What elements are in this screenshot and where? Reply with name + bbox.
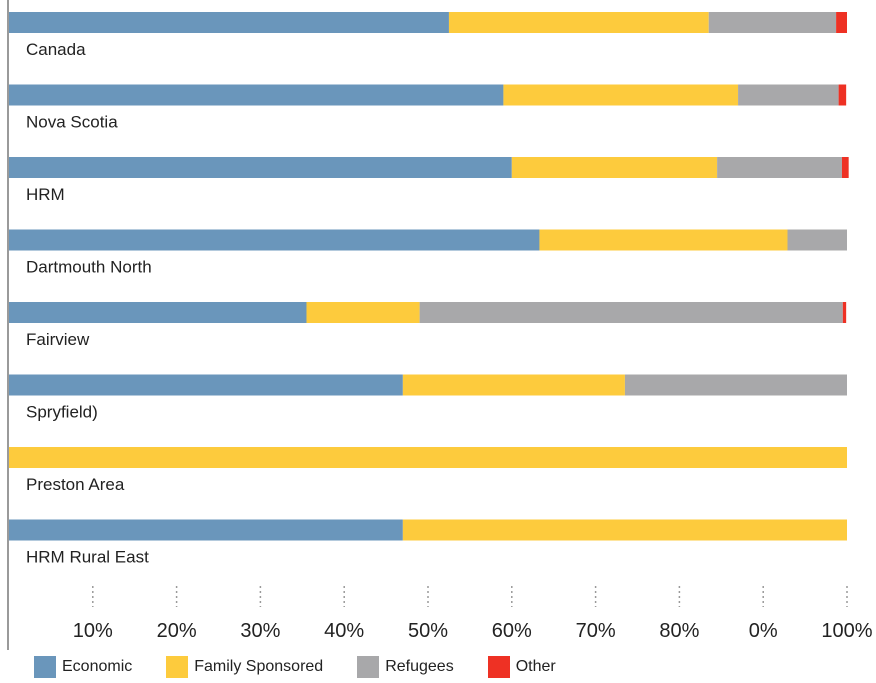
legend-item-refugees: Refugees	[357, 656, 454, 678]
bar-dartmouth-north-family-sponsored	[539, 229, 788, 251]
bar-dartmouth-north-refugees	[787, 229, 847, 251]
bar-hrm-family-sponsored	[511, 157, 718, 178]
legend-item-family-sponsored: Family Sponsored	[166, 656, 323, 678]
x-tick-label: 0%	[749, 620, 778, 642]
bar-canada-economic	[9, 12, 449, 33]
legend-swatch-economic	[34, 656, 56, 678]
legend-label-refugees: Refugees	[385, 658, 454, 675]
legend-item-other: Other	[487, 656, 556, 678]
x-tick-label: 30%	[240, 620, 280, 642]
x-tick-label: 70%	[576, 620, 616, 642]
bar-spryfield-refugees	[624, 374, 847, 396]
bar-fairview-refugees	[419, 302, 843, 323]
bar-nova-scotia-refugees	[738, 84, 839, 106]
bar-hrm-other	[841, 157, 849, 178]
legend-swatch-refugees	[357, 656, 380, 678]
category-label-canada: Canada	[26, 40, 86, 59]
x-axis-ticks-group: 10% 20% 30% 40% 50% 60% 70% 80% 0% 100%	[73, 586, 873, 642]
bar-dartmouth-north-economic	[9, 229, 540, 251]
category-labels-group: Canada Nova Scotia HRM Dartmouth North Fairv…	[26, 40, 152, 567]
x-tick-label: 60%	[492, 620, 532, 642]
bar-fairview-other	[842, 302, 847, 323]
x-tick-label: 10%	[73, 620, 113, 642]
legend-label-economic: Economic	[62, 658, 133, 675]
bar-spryfield-family-sponsored	[402, 374, 625, 396]
bar-nova-scotia-economic	[9, 84, 504, 106]
category-label-preston-area: Preston Area	[26, 475, 125, 494]
bar-canada-refugees	[708, 12, 837, 33]
bars-group	[9, 12, 849, 541]
category-label-fairview: Fairview	[26, 330, 90, 349]
x-tick-label: 80%	[659, 620, 699, 642]
legend: Economic Family Sponsored Refugees Other	[34, 656, 590, 678]
bar-fairview-economic	[9, 302, 307, 323]
x-tick-label: 20%	[157, 620, 197, 642]
x-tick-label: 40%	[324, 620, 364, 642]
x-tick-label: 50%	[408, 620, 448, 642]
x-tick-label: 100%	[821, 620, 872, 642]
legend-swatch-family-sponsored	[166, 656, 189, 678]
bar-preston-area-family-sponsored	[9, 447, 847, 468]
category-label-nova-scotia: Nova Scotia	[26, 113, 118, 132]
category-label-hrm-rural-east: HRM Rural East	[26, 548, 149, 567]
bar-canada-other	[836, 12, 847, 33]
bar-hrm-economic	[9, 157, 512, 178]
category-label-spryfield: Spryfield)	[26, 403, 98, 422]
bar-fairview-family-sponsored	[306, 302, 420, 323]
bar-nova-scotia-other	[838, 84, 847, 106]
bar-hrm-refugees	[717, 157, 842, 178]
legend-label-family-sponsored: Family Sponsored	[194, 658, 324, 675]
category-label-hrm: HRM	[26, 185, 65, 204]
bar-nova-scotia-family-sponsored	[503, 84, 739, 106]
bar-hrm-rural-east-economic	[9, 519, 403, 541]
legend-label-other: Other	[515, 658, 556, 675]
stacked-bar-chart: Canada Nova Scotia HRM Dartmouth North Fairv…	[7, 0, 873, 650]
legend-swatch-other	[487, 656, 510, 678]
bar-spryfield-economic	[9, 374, 403, 396]
category-label-dartmouth-north: Dartmouth North	[26, 258, 152, 277]
bar-hrm-rural-east-family-sponsored	[402, 519, 847, 541]
legend-item-economic: Economic	[34, 656, 132, 678]
bar-canada-family-sponsored	[448, 12, 709, 33]
